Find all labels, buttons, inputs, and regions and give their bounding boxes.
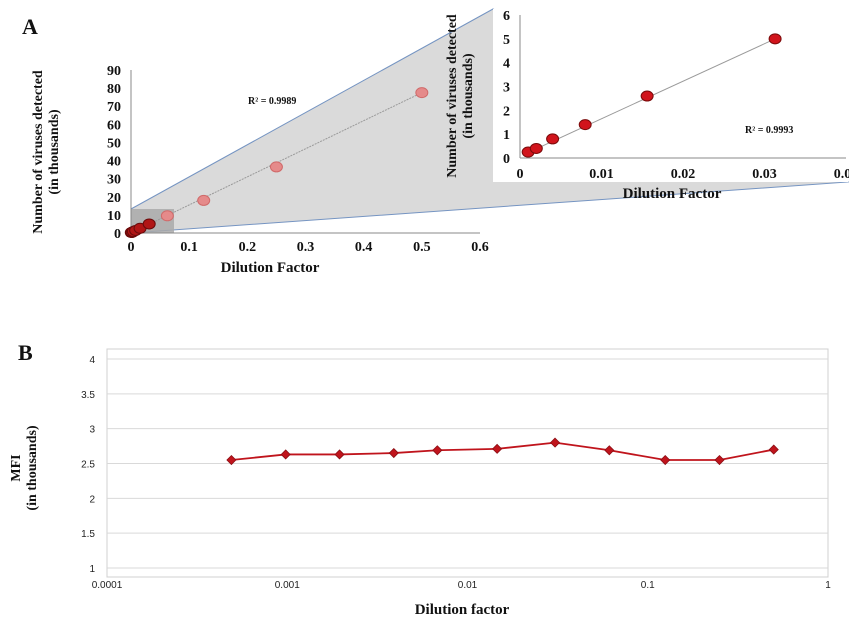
inset-y-tick-label: 4 — [503, 57, 510, 72]
b-data-point — [660, 454, 671, 466]
b-data-point — [226, 454, 237, 466]
inset-y-tick-label: 5 — [503, 33, 510, 48]
b-data-point — [432, 445, 443, 456]
a-main-x-axis-title: Dilution Factor — [221, 260, 320, 276]
b-x-tick-label: 0.001 — [275, 580, 300, 591]
inset-y-tick-label: 2 — [503, 104, 510, 119]
a-main-y-tick-label: 90 — [107, 64, 121, 79]
b-y-tick-label: 4 — [89, 355, 95, 366]
b-y-tick-label: 2.5 — [81, 460, 95, 471]
b-data-point — [334, 449, 345, 460]
b-y-tick-label: 3 — [89, 425, 95, 436]
inset-data-point — [578, 119, 592, 131]
inset-background — [493, 9, 848, 182]
a-main-y-axis-title: Number of viruses detected — [31, 70, 46, 234]
a-main-y-tick-label: 50 — [107, 136, 121, 151]
a-main-data-point — [197, 194, 211, 206]
inset-y-tick-label: 1 — [503, 128, 510, 143]
b-data-point — [388, 447, 399, 459]
panel-label-b: B — [18, 340, 33, 365]
inset-x-tick-label: 0.01 — [589, 167, 614, 182]
b-data-point — [604, 445, 615, 456]
b-x-axis-title: Dilution factor — [415, 602, 510, 618]
a-main-x-tick-label: 0 — [128, 240, 135, 255]
a-main-data-point — [142, 218, 156, 230]
a-main-x-tick-label: 0.5 — [413, 240, 431, 255]
b-x-tick-label: 0.0001 — [92, 580, 123, 591]
panel-label-a: A — [22, 14, 38, 39]
b-x-tick-label: 0.1 — [641, 580, 655, 591]
a-main-data-point — [160, 210, 174, 222]
a-main-y-tick-label: 70 — [107, 100, 121, 115]
b-data-point — [549, 437, 561, 448]
a-main-x-tick-label: 0.1 — [180, 240, 198, 255]
inset-y-tick-label: 0 — [503, 152, 510, 167]
b-x-tick-label: 1 — [825, 580, 831, 591]
chart-a-inset: 0 0.01 0.02 0.03 0.04 0 1 2 3 4 5 6 R² = 0.9993 Dil… — [445, 9, 849, 202]
a-main-data-point — [269, 161, 283, 173]
b-y-tick-label: 2 — [89, 494, 95, 505]
a-main-y-tick-label: 10 — [107, 209, 121, 224]
inset-data-point — [529, 142, 543, 154]
b-y-axis-subtitle: (in thousands) — [25, 425, 40, 511]
inset-x-axis-title: Dilution Factor — [623, 186, 722, 202]
chart-b: 1 1.5 2 2.5 3 3.5 4 0.0001 0.001 0.01 0.1 1 Dilutio… — [9, 348, 831, 618]
b-y-tick-label: 3.5 — [81, 390, 95, 401]
a-main-y-tick-label: 80 — [107, 82, 121, 97]
a-main-y-axis-subtitle: (in thousands) — [47, 109, 62, 195]
b-data-point — [280, 449, 291, 460]
a-main-y-tick-label: 40 — [107, 155, 121, 170]
a-main-r2-label: R² = 0.9989 — [248, 96, 296, 107]
inset-y-tick-label: 6 — [503, 9, 510, 24]
a-main-x-tick-label: 0.4 — [355, 240, 373, 255]
chart-a-main: 0 0.1 0.2 0.3 0.4 0.5 0.6 0 10 20 30 40 50 60 70 80 90 R… — [31, 64, 489, 276]
inset-x-tick-label: 0.03 — [752, 167, 777, 182]
a-main-data-point — [415, 87, 429, 99]
inset-data-point — [640, 90, 654, 102]
a-main-y-tick-label: 60 — [107, 118, 121, 133]
inset-y-axis-subtitle: (in thousands) — [461, 53, 476, 139]
a-main-y-tick-label: 30 — [107, 173, 121, 188]
b-data-point — [714, 454, 725, 466]
inset-y-tick-label: 3 — [503, 81, 510, 96]
inset-x-tick-label: 0 — [517, 167, 524, 182]
b-y-axis-title: MFI — [9, 454, 24, 481]
a-main-y-tick-label: 0 — [114, 227, 121, 242]
inset-y-axis-title: Number of viruses detected — [445, 14, 460, 178]
a-main-x-tick-label: 0.6 — [471, 240, 489, 255]
inset-data-point — [768, 33, 782, 45]
b-y-tick-label: 1.5 — [81, 529, 95, 540]
inset-x-tick-label: 0.02 — [671, 167, 696, 182]
inset-r2-label: R² = 0.9993 — [745, 125, 793, 136]
inset-data-point — [546, 133, 560, 145]
a-main-y-tick-label: 20 — [107, 191, 121, 206]
b-data-point — [492, 443, 503, 454]
b-y-tick-label: 1 — [89, 564, 95, 575]
inset-x-tick-label: 0.04 — [834, 167, 849, 182]
b-x-tick-label: 0.01 — [458, 580, 478, 591]
b-data-point — [768, 444, 779, 455]
a-main-x-tick-label: 0.2 — [239, 240, 257, 255]
a-main-x-tick-label: 0.3 — [297, 240, 315, 255]
